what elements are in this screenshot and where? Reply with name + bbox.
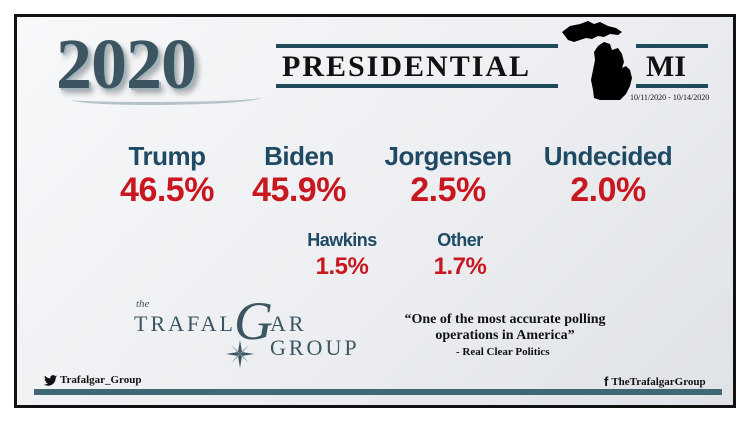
logo-word-group: GROUP: [270, 335, 360, 360]
candidate-name: Undecided: [543, 141, 673, 171]
candidate-percent: 45.9%: [252, 171, 346, 209]
logo-word-trafal: TRAFAL: [134, 311, 236, 336]
candidate-biden: Biden 45.9%: [244, 143, 354, 207]
facebook-handle[interactable]: f TheTrafalgarGroup: [604, 374, 706, 389]
michigan-map-icon: [562, 21, 632, 100]
twitter-label: Trafalgar_Group: [60, 374, 142, 386]
logo-the: the: [136, 298, 150, 310]
quote-text: “One of the most accurate polling operat…: [404, 312, 606, 344]
candidate-percent: 46.5%: [120, 171, 214, 209]
header-bottom-bar: [276, 84, 558, 88]
header-top-bar-right: [636, 44, 708, 48]
candidate-name: Biden: [264, 141, 334, 171]
candidate-percent: 1.7%: [433, 253, 487, 280]
quote-source: - Real Clear Politics: [456, 346, 550, 358]
candidate-other: Other 1.7%: [420, 231, 500, 279]
candidate-name: Trump: [128, 141, 206, 171]
candidate-percent: 2.5%: [410, 171, 486, 209]
logo-word-ar: AR: [270, 311, 307, 336]
candidate-percent: 2.0%: [570, 171, 646, 209]
candidate-jorgensen: Jorgensen 2.5%: [382, 143, 514, 207]
twitter-bird-icon: [44, 374, 57, 386]
header-bottom-bar-right: [636, 84, 708, 88]
state-label: MI: [646, 50, 686, 83]
facebook-label: TheTrafalgarGroup: [611, 375, 706, 388]
candidate-name: Jorgensen: [384, 141, 513, 171]
candidate-name: Other: [437, 230, 483, 250]
candidate-trump: Trump 46.5%: [114, 143, 220, 207]
candidate-hawkins: Hawkins 1.5%: [296, 231, 388, 279]
candidate-undecided: Undecided 2.0%: [538, 143, 678, 207]
candidate-percent: 1.5%: [315, 253, 369, 280]
year-heading: 2020: [56, 24, 197, 104]
poll-dates: 10/11/2020 - 10/14/2020: [630, 93, 710, 102]
twitter-handle[interactable]: Trafalgar_Group: [44, 374, 141, 386]
compass-rose-icon: [226, 340, 254, 368]
header-top-bar: [276, 44, 558, 48]
facebook-f-icon: f: [604, 374, 609, 389]
logo-g: G: [234, 291, 273, 351]
year-swoosh: [72, 92, 262, 105]
footer-bar: [34, 389, 722, 395]
candidate-name: Hawkins: [307, 230, 377, 250]
presidential-title: PRESIDENTIAL: [282, 50, 532, 83]
